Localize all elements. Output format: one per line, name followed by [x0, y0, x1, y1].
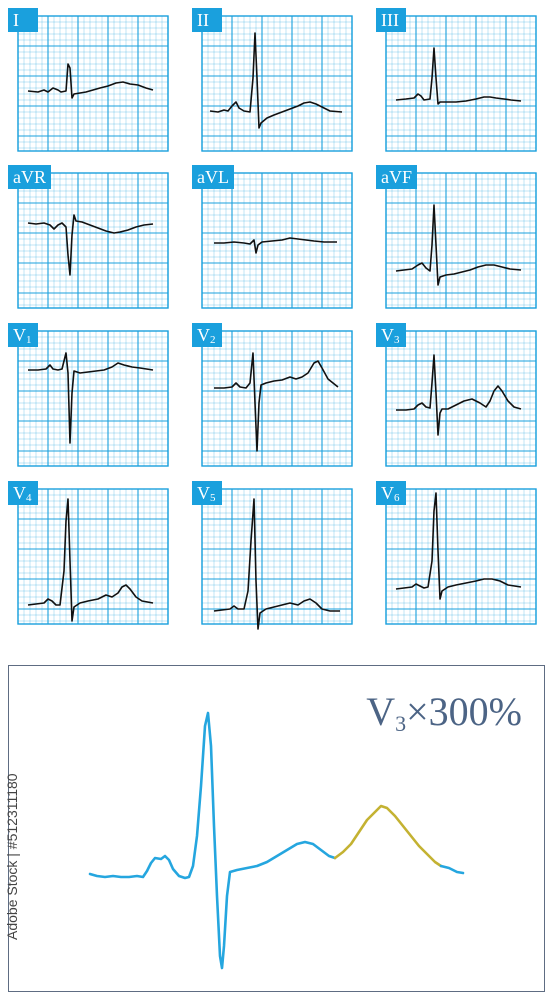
lead-aVF-strip [385, 172, 537, 309]
ecg-trace [395, 47, 522, 105]
zoom-lead-letter: V [366, 689, 396, 734]
ecg-trace [28, 352, 154, 444]
lead-label: II [192, 8, 222, 32]
lead-label: aVF [376, 165, 417, 189]
lead-III: III [376, 8, 546, 153]
lead-V3-strip [385, 330, 537, 467]
lead-label: V5 [192, 481, 222, 505]
lead-III-strip [385, 15, 537, 152]
stock-watermark-id: Adobe Stock | #512311180 [4, 773, 20, 940]
zoom-lead-sub: 3 [395, 711, 407, 736]
grid [201, 15, 353, 152]
zoom-ecg-trace [88, 711, 337, 970]
grid-border [17, 172, 169, 309]
t-wave-highlight [333, 804, 443, 868]
grid [17, 15, 169, 152]
grid-border [201, 15, 353, 152]
lead-label: aVL [192, 165, 234, 189]
lead-label: V3 [376, 323, 406, 347]
grid-border [17, 15, 169, 152]
grid [17, 488, 169, 625]
grid [385, 488, 537, 625]
lead-label: V4 [8, 481, 38, 505]
grid-border [17, 330, 169, 467]
lead-V6-strip [385, 488, 537, 625]
grid [17, 330, 169, 467]
lead-V1: V1 [8, 323, 178, 468]
grid-border [17, 488, 169, 625]
zoom-panel: V3×300% [8, 665, 545, 992]
grid [385, 172, 537, 309]
zoom-scale-text: ×300% [406, 689, 522, 734]
lead-label: V2 [192, 323, 222, 347]
grid [201, 488, 353, 625]
lead-V5: V5 [192, 481, 362, 630]
lead-V3: V3 [376, 323, 546, 468]
lead-V4-strip [17, 488, 169, 625]
lead-II: II [192, 8, 362, 153]
lead-I-strip [17, 15, 169, 152]
ecg-trace [213, 498, 340, 630]
lead-V6: V6 [376, 481, 546, 626]
grid-border [201, 172, 353, 309]
lead-aVF: aVF [376, 165, 546, 310]
grid-border [201, 488, 353, 625]
grid-border [385, 488, 537, 625]
ecg-trace [395, 204, 522, 286]
lead-I: I [8, 8, 178, 153]
lead-label: V1 [8, 323, 38, 347]
grid-border [385, 330, 537, 467]
ecg-trace [209, 32, 343, 129]
ecg-trace [27, 214, 154, 276]
grid-border [385, 172, 537, 309]
ecg-trace [27, 63, 154, 99]
ecg-trace [214, 352, 339, 452]
lead-aVR: aVR [8, 165, 178, 310]
grid [201, 330, 353, 467]
lead-V4: V4 [8, 481, 178, 626]
grid-border [201, 330, 353, 467]
lead-V5-strip [201, 488, 353, 630]
lead-label: III [376, 8, 406, 32]
ecg-trace [395, 492, 522, 600]
zoom-title: V3×300% [366, 688, 522, 736]
lead-aVL: aVL [192, 165, 362, 310]
lead-aVR-strip [17, 172, 169, 309]
grid [385, 15, 537, 152]
lead-V2-strip [201, 330, 353, 467]
lead-V1-strip [17, 330, 169, 467]
lead-label: I [8, 8, 38, 32]
grid [385, 330, 537, 467]
grid-border [385, 15, 537, 152]
ecg-trace [214, 237, 337, 254]
zoom-ecg-tail [439, 864, 465, 875]
lead-II-strip [201, 15, 353, 152]
ecg-trace [27, 498, 154, 622]
zoom-trace-canvas [88, 711, 465, 970]
lead-V2: V2 [192, 323, 362, 468]
grid [201, 172, 353, 309]
ecg-trace [396, 354, 522, 436]
lead-aVL-strip [201, 172, 353, 309]
grid [17, 172, 169, 309]
lead-label: V6 [376, 481, 406, 505]
lead-label: aVR [8, 165, 51, 189]
